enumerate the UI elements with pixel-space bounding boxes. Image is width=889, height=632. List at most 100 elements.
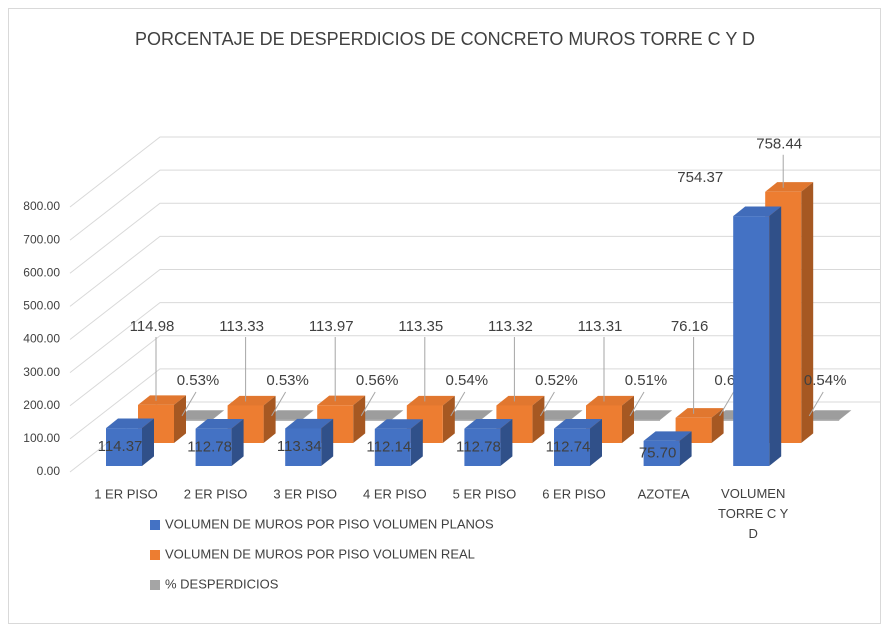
x-tick-label-line: VOLUMEN <box>721 486 785 501</box>
bar-side <box>679 431 692 466</box>
data-label: 754.37 <box>677 169 723 186</box>
bar-side <box>622 395 634 443</box>
bar-front <box>285 428 322 466</box>
bar-top <box>317 395 366 406</box>
bar-side <box>263 395 276 443</box>
bar-front <box>176 419 212 421</box>
bar-side <box>212 410 224 420</box>
y-tick-label: 500.00 <box>23 299 60 313</box>
bar <box>374 419 423 466</box>
bar-top <box>227 395 276 406</box>
data-label: 113.34 <box>277 438 322 455</box>
bar-front <box>265 419 302 421</box>
y-tick-label: 300.00 <box>23 365 60 379</box>
legend-label: VOLUMEN DE MUROS POR PISO VOLUMEN REAL <box>165 546 475 561</box>
x-tick-label: 1 ER PISO <box>94 486 158 501</box>
grid-line <box>69 302 880 374</box>
bar-top <box>265 410 314 420</box>
bar-side <box>660 410 672 420</box>
bar-side <box>301 410 314 420</box>
bar-top <box>534 410 583 420</box>
bar-front <box>195 428 232 466</box>
bar-top <box>285 418 334 429</box>
bar-front <box>355 419 392 421</box>
data-label: 113.97 <box>309 318 354 335</box>
legend-swatch <box>150 550 160 560</box>
x-tick-label: VOLUMEN TORRE C Y D <box>718 486 789 541</box>
bar-top <box>355 410 404 420</box>
x-tick-label: 4 ER PISO <box>363 486 427 501</box>
leader-line <box>450 391 466 417</box>
bar-side <box>442 395 455 443</box>
data-label: 0.53% <box>177 372 220 389</box>
bar-top <box>803 410 852 420</box>
data-label: 0.52% <box>535 372 578 389</box>
y-tick-label: 400.00 <box>23 332 60 346</box>
data-label: 75.70 <box>639 444 677 461</box>
data-label: 114.37 <box>98 438 143 455</box>
bar-side <box>480 410 493 420</box>
bar-side <box>532 395 545 443</box>
legend-label: % DESPERDICIOS <box>165 576 279 591</box>
bar <box>176 410 224 421</box>
y-tick-label: 100.00 <box>23 431 60 445</box>
data-label: 0.53% <box>266 372 309 389</box>
grid-line <box>69 202 880 274</box>
legend-swatch <box>150 580 160 590</box>
bar-front <box>534 419 571 421</box>
bar-front <box>374 428 411 466</box>
x-tick-label-line: D <box>749 526 758 541</box>
bar-side <box>590 419 602 466</box>
data-label: 758.44 <box>756 136 802 153</box>
data-label: 113.32 <box>488 318 533 335</box>
bar-side <box>231 419 244 466</box>
data-label: 0.56% <box>356 372 399 389</box>
bar <box>195 419 244 466</box>
bar-top <box>765 182 814 192</box>
data-label: 112.78 <box>456 438 501 455</box>
data-label: 0.54% <box>804 372 847 389</box>
bar <box>355 410 404 421</box>
bar-top <box>444 410 493 420</box>
bar-top <box>586 395 634 406</box>
bar <box>285 418 334 466</box>
bar-front <box>624 419 660 421</box>
data-label: 113.33 <box>219 318 264 335</box>
bar-front <box>444 419 481 421</box>
data-label: 0.51% <box>625 372 668 389</box>
bar-side <box>711 408 724 443</box>
y-tick-label: 700.00 <box>23 232 60 246</box>
bar <box>733 206 782 466</box>
bar <box>464 419 513 466</box>
bar-top <box>176 410 224 420</box>
data-label: 113.31 <box>578 318 623 335</box>
bar-front <box>464 428 501 466</box>
bar-top <box>733 206 782 217</box>
data-label: 113.35 <box>398 318 443 335</box>
bar <box>554 419 602 466</box>
bar-front <box>106 428 142 466</box>
bar <box>803 410 852 421</box>
bar-side <box>769 206 782 466</box>
bar-side <box>839 410 852 420</box>
bar <box>265 410 314 421</box>
bar-side <box>570 410 583 420</box>
leader-line <box>719 391 735 417</box>
bar-top <box>406 395 455 406</box>
bar <box>534 410 583 421</box>
leader-line <box>360 391 376 417</box>
grid-line <box>69 235 880 307</box>
bar-side <box>321 418 334 466</box>
bar-top <box>496 395 545 406</box>
bar <box>106 418 154 466</box>
bar-top <box>374 419 423 429</box>
grid-line <box>69 269 880 340</box>
leader-line <box>271 391 287 417</box>
bar-side <box>174 395 186 443</box>
x-tick-label: 3 ER PISO <box>273 486 337 501</box>
bar-top <box>106 418 154 429</box>
leader-line <box>629 391 645 417</box>
y-tick-label: 800.00 <box>23 199 60 213</box>
x-tick-label: AZOTEA <box>638 486 690 501</box>
